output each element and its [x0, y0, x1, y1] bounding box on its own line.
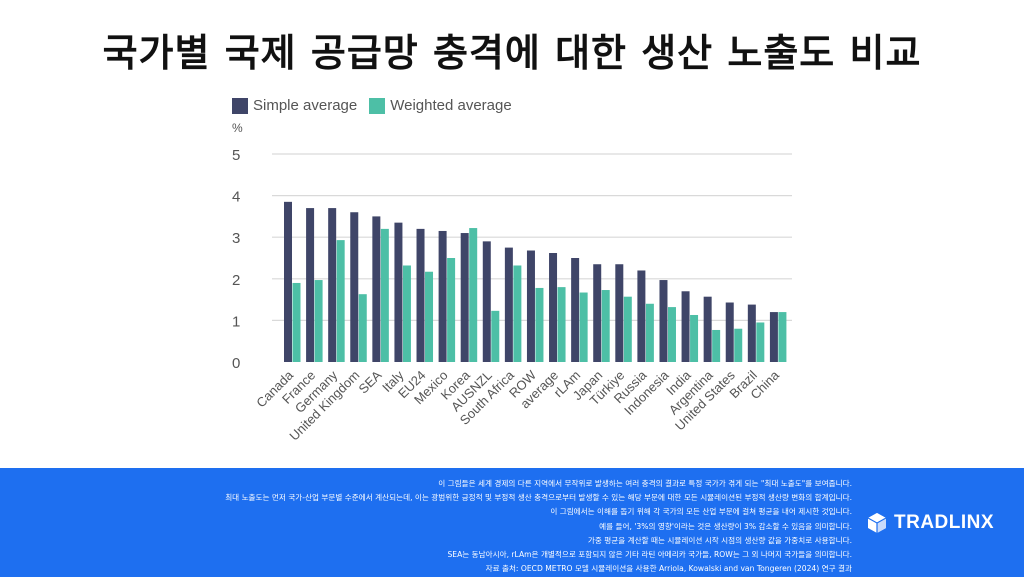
bar-weighted: [447, 258, 456, 362]
bar-weighted: [358, 294, 367, 362]
bar-weighted: [601, 290, 610, 362]
bar-simple: [372, 216, 381, 362]
brand-logo: TRADLINX: [866, 512, 994, 534]
legend-swatch-simple: [232, 97, 248, 114]
bar-weighted: [579, 292, 588, 362]
y-tick-label: 3: [232, 230, 240, 247]
bar-weighted: [778, 312, 787, 362]
page-title: 국가별 국제 공급망 충격에 대한 생산 노출도 비교: [102, 31, 922, 75]
bar-simple: [328, 208, 337, 362]
bar-weighted: [513, 265, 522, 362]
footnote-line: 이 그림들은 세계 경제의 다른 지역에서 무작위로 발생하는 여러 충격의 결…: [438, 479, 852, 488]
footnote-line: 자료 출처: OECD METRO 모델 시뮬레이션을 사용한 Arriola,…: [485, 564, 852, 574]
y-tick-label: 2: [232, 272, 240, 289]
bar-simple: [350, 212, 359, 362]
bar-weighted: [425, 271, 434, 362]
y-tick-label: 5: [232, 147, 240, 164]
bar-simple: [460, 233, 469, 362]
y-axis-label: %: [232, 121, 243, 135]
brand-name: TRADLINX: [894, 512, 995, 533]
legend-label-simple: Simple average: [253, 97, 358, 114]
bar-simple: [571, 258, 580, 362]
footnote-line: SEA는 동남아시아, rLAm은 개별적으로 포함되지 않은 기타 라틴 아메…: [447, 550, 852, 560]
bar-weighted: [667, 307, 676, 362]
bar-simple: [306, 208, 315, 362]
footnote-line: 가중 평균을 계산할 때는 시뮬레이션 시작 시점의 생산량 값을 가중치로 사…: [587, 535, 852, 545]
bar-weighted: [380, 228, 389, 362]
bar-weighted: [336, 240, 345, 362]
legend-item-simple: Simple average: [232, 97, 357, 114]
bar-simple: [482, 241, 491, 362]
chart-legend: Simple average Weighted average: [232, 97, 512, 114]
y-tick-label: 0: [232, 355, 240, 372]
bar-weighted: [469, 228, 478, 362]
bar-weighted: [623, 296, 632, 362]
bar-simple: [526, 250, 535, 362]
legend-item-weighted: Weighted average: [369, 97, 512, 114]
bar-simple: [637, 270, 646, 362]
bar-simple: [416, 228, 425, 362]
y-tick-label: 4: [232, 189, 240, 206]
footnote-line: 최대 노출도는 먼저 국가-산업 부문별 수준에서 계산되는데, 이는 광범위한…: [225, 493, 852, 503]
legend-label-weighted: Weighted average: [390, 97, 512, 114]
footnote-line: 이 그림에서는 이해를 돕기 위해 각 국가의 모든 산업 부문에 걸쳐 평균을…: [550, 507, 852, 517]
footnotes: 이 그림들은 세계 경제의 다른 지역에서 무작위로 발생하는 여러 충격의 결…: [92, 477, 852, 576]
bar-simple: [593, 264, 602, 362]
bar-simple: [769, 312, 778, 362]
bar-simple: [681, 291, 690, 362]
bar-weighted: [690, 314, 699, 362]
bar-simple: [284, 201, 292, 362]
bar-weighted: [557, 287, 566, 362]
cube-icon: [867, 513, 887, 533]
bar-weighted: [314, 280, 323, 362]
bar-weighted: [756, 322, 765, 362]
y-tick-label: 1: [232, 313, 240, 330]
bar-simple: [504, 247, 513, 362]
footer-banner: 이 그림들은 세계 경제의 다른 지역에서 무작위로 발생하는 여러 충격의 결…: [0, 468, 1024, 577]
bar-simple: [725, 302, 734, 362]
bar-weighted: [491, 310, 500, 362]
bar-weighted: [734, 328, 743, 362]
bar-simple: [438, 230, 447, 362]
bar-simple: [703, 296, 712, 362]
bar-simple: [659, 280, 668, 362]
bar-weighted: [712, 329, 721, 362]
bar-simple: [549, 253, 558, 362]
bar-weighted: [535, 287, 544, 362]
bar-weighted: [292, 282, 301, 362]
bar-weighted: [645, 303, 654, 362]
bar-weighted: [402, 265, 411, 362]
bar-simple: [747, 304, 756, 362]
footnote-line: 예를 들어, '3%의 영향'이라는 것은 생산량이 3% 감소할 수 있음을 …: [599, 521, 852, 531]
bar-simple: [615, 264, 624, 362]
legend-swatch-weighted: [369, 97, 386, 114]
bar-simple: [394, 222, 403, 362]
